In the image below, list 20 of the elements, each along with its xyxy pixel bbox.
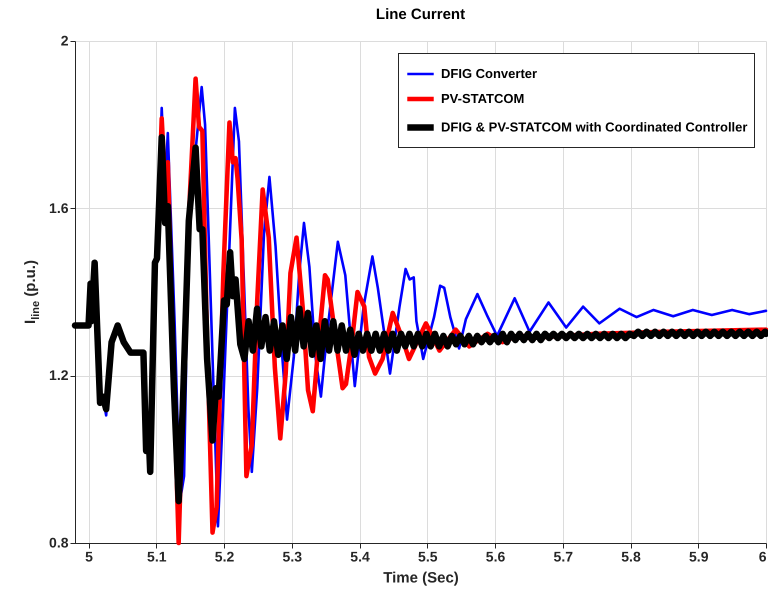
- x-tick-label: 5.5: [418, 548, 438, 564]
- y-tick-label: 2: [60, 32, 69, 48]
- y-tick-label: 0.8: [49, 534, 69, 550]
- y-tick-label: 1.2: [49, 367, 69, 384]
- legend-label: DFIG Converter: [441, 66, 538, 81]
- x-tick-label: 6: [758, 548, 767, 564]
- legend-label: DFIG & PV-STATCOM with Coordinated Controller: [441, 120, 748, 134]
- x-tick-label: 5.6: [486, 548, 506, 564]
- x-tick-label: 5.1: [147, 548, 167, 564]
- x-tick-label: 5.2: [214, 548, 234, 564]
- x-tick-label: 5.8: [621, 548, 641, 564]
- x-tick-label: 5.3: [282, 548, 302, 564]
- x-tick-label: 5.9: [689, 548, 709, 564]
- legend-label: PV-STATCOM: [441, 91, 524, 106]
- chart-title: Line Current: [376, 6, 466, 23]
- y-tick-label: 1.6: [49, 200, 69, 216]
- x-tick-label: 5.4: [350, 548, 370, 564]
- x-axis-title: Time (Sec): [383, 570, 459, 586]
- x-tick-label: 5: [85, 548, 94, 564]
- x-tick-label: 5.7: [554, 548, 574, 564]
